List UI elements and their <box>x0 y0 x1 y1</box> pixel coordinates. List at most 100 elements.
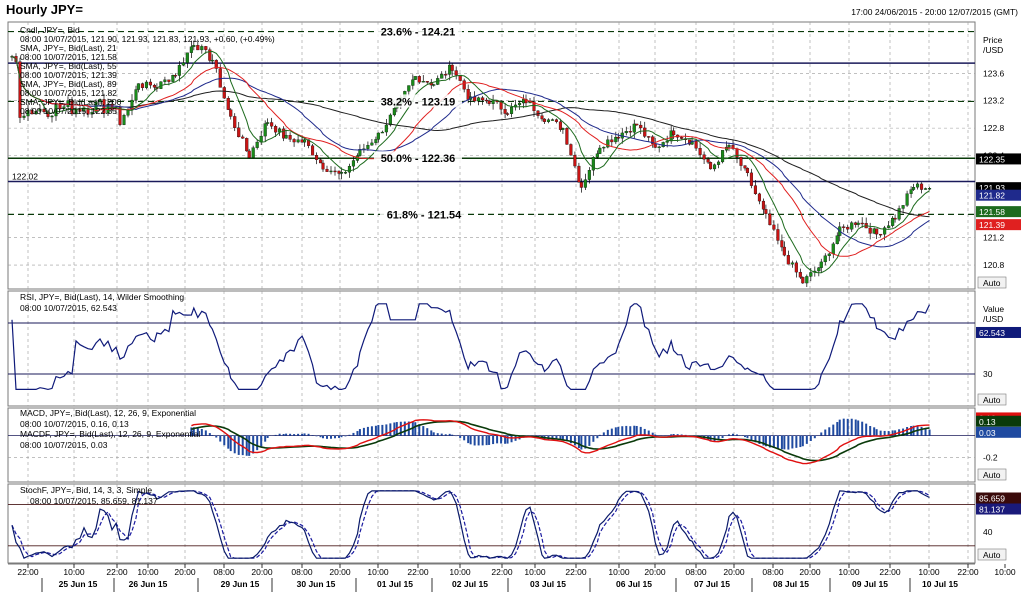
candle-body <box>817 267 821 272</box>
macd-hist-bar <box>285 433 288 436</box>
macd-hist-bar <box>289 433 292 436</box>
candle-body <box>425 81 429 83</box>
sma55-line <box>11 55 930 257</box>
candle-body <box>140 83 145 88</box>
rsi-panel: 30 RSI, JPY=, Bid(Last), 14, Wilder Smoot… <box>8 292 1021 406</box>
macd-hist-bar <box>580 435 583 450</box>
date-label-11: 10 Jul 15 <box>922 579 958 589</box>
candle-body <box>883 227 887 235</box>
candle-body <box>152 84 157 88</box>
macd-legend-value-0: 08:00 10/07/2015, 0.16, 0.13 <box>20 419 129 429</box>
candle-body <box>355 155 360 161</box>
macd-hist-bar <box>237 435 240 455</box>
macd-hist-bar <box>721 435 724 439</box>
candle-body <box>321 162 325 170</box>
macd-hist-bar <box>801 435 804 447</box>
price-legend-name-1: SMA, JPY=, Bid(Last), 21 <box>20 43 117 53</box>
macd-hist-bar <box>293 434 296 436</box>
candle-body <box>288 135 292 140</box>
candle-body <box>30 110 34 115</box>
candle-body <box>639 124 643 129</box>
stoch-k-line <box>11 490 930 560</box>
candle-body <box>614 136 618 143</box>
candle-body <box>462 80 466 90</box>
macd-hist-bar <box>887 431 890 436</box>
macd-hist-bar <box>920 426 923 436</box>
macd-hist-bar <box>809 435 812 441</box>
candle-body <box>753 185 758 195</box>
candle-body <box>189 46 193 53</box>
macd-hist-bar <box>219 435 222 442</box>
price-value-tag: 122.35 <box>979 154 1005 164</box>
candle-body <box>879 233 883 236</box>
panel-frames <box>0 21 1024 603</box>
candle-body <box>805 276 809 284</box>
macd-hist-bar <box>481 435 484 446</box>
hour-tick-label: 20:00 <box>799 567 821 577</box>
candle-body <box>210 59 214 62</box>
candle-body <box>204 46 208 50</box>
macd-hist-bar <box>805 435 808 444</box>
macd-hist-bar <box>924 428 927 436</box>
candle-body <box>653 143 657 148</box>
macd-hist-bar <box>330 435 332 439</box>
stoch-frame <box>7 483 976 564</box>
macd-hist-bar <box>625 425 628 436</box>
date-label-8: 07 Jul 15 <box>694 579 730 589</box>
macd-hist-bar <box>584 435 587 449</box>
candle-body <box>421 81 425 83</box>
macd-hist-bar <box>621 426 624 436</box>
candle-body <box>282 128 286 139</box>
stoch-d-line <box>11 490 930 559</box>
candle-body <box>314 155 319 160</box>
macd-hist-bar <box>307 433 310 436</box>
macd-hist-bar <box>614 427 617 436</box>
date-range: 17:00 24/06/2015 - 20:00 12/07/2015 (GMT… <box>851 7 1018 17</box>
hour-tick-label: 10:00 <box>608 567 630 577</box>
macd-hist-bar <box>680 434 683 436</box>
macd-hist-bar <box>617 426 620 436</box>
date-label-10: 09 Jul 15 <box>852 579 888 589</box>
macd-hist-bar <box>732 433 734 436</box>
price-value-tag-bg <box>976 206 1021 218</box>
macd-hist-bar <box>861 421 864 436</box>
fib-label-1: 38.2% - 123.19 <box>381 96 456 108</box>
candle-body <box>22 115 26 118</box>
macd-hist-bar <box>256 435 259 451</box>
price-unit2: /USD <box>983 45 1003 55</box>
candle-body <box>266 122 270 124</box>
macd-hist-bar <box>414 422 417 436</box>
candle-body <box>26 110 30 117</box>
price-legend-value-2: 08:00 10/07/2015, 121.39 <box>20 70 117 80</box>
macd-hist-bar <box>190 427 193 436</box>
hour-tick-label: 10:00 <box>838 567 860 577</box>
macd-hist-bar <box>338 435 340 438</box>
candle-body <box>333 170 337 173</box>
macd-hist-bar <box>248 435 251 456</box>
macd-hist-bar <box>832 424 835 436</box>
macd-hist-bar <box>266 435 269 439</box>
candle-body <box>868 227 872 234</box>
chart-title: Hourly JPY= <box>6 2 83 17</box>
stoch-value-tag-bg <box>976 503 1021 515</box>
date-label-7: 06 Jul 15 <box>616 579 652 589</box>
candle-body <box>798 271 802 278</box>
macd-hist-bar <box>496 435 499 444</box>
macd-hist-bar <box>467 435 470 444</box>
rsi-unit2: /USD <box>983 314 1003 324</box>
sma21-line <box>11 50 930 274</box>
macd-hist-bar <box>204 430 207 436</box>
hour-tick-label: 10:00 <box>524 567 546 577</box>
macd-hist-bar <box>728 434 730 436</box>
candle-body <box>698 148 702 155</box>
candle-body <box>134 89 138 101</box>
auto-label-macd: Auto <box>983 470 1001 480</box>
candle-body <box>167 79 171 82</box>
macd-hist-bar <box>488 435 491 445</box>
macd-hist-bar <box>260 435 263 447</box>
candle-body <box>148 81 153 86</box>
candle-body <box>893 217 897 220</box>
macd-hist-bar <box>629 426 632 436</box>
candle-body <box>782 246 786 256</box>
macd-hist-bar <box>362 427 365 436</box>
